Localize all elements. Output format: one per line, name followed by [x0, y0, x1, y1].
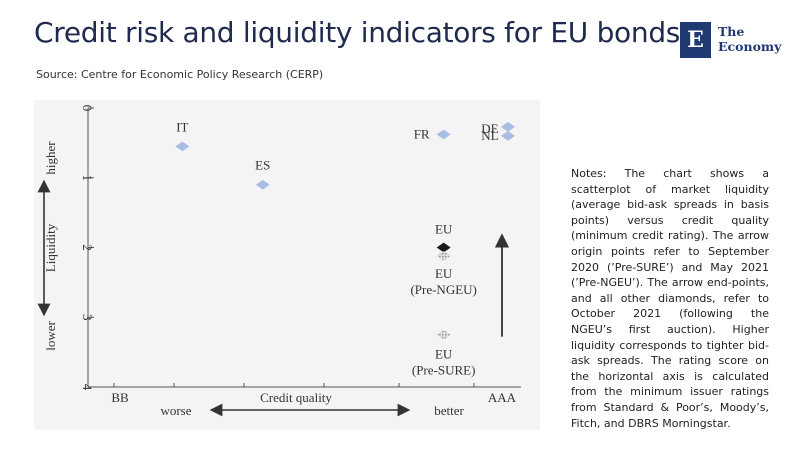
page-title: Credit risk and liquidity indicators for…: [34, 16, 681, 49]
data-point-fr: [436, 129, 451, 140]
point-label: EU: [435, 347, 453, 362]
the-economy-logo[interactable]: E The Economy: [680, 22, 784, 60]
data-point-eu-pre-sure: [436, 329, 451, 340]
logo-mark: E: [680, 22, 711, 58]
data-point-nl: [500, 131, 515, 141]
logo-wordmark: The Economy: [718, 24, 781, 54]
point-label: ES: [255, 158, 270, 173]
point-label: (Pre-SURE): [412, 363, 476, 378]
point-label: EU: [435, 222, 453, 237]
x-end-label-bb: BB: [111, 390, 129, 405]
y-tick-label: 3: [80, 314, 95, 321]
x-axis-label: Credit quality: [260, 390, 332, 405]
source-note: Source: Centre for Economic Policy Resea…: [36, 68, 324, 81]
y-higher-label: higher: [43, 141, 58, 175]
point-label: IT: [176, 119, 188, 134]
x-end-label-aaa: AAA: [488, 390, 517, 405]
data-point-de: [500, 121, 515, 132]
y-axis-label: Liquidity: [43, 223, 58, 272]
y-tick-label: 0: [80, 105, 95, 112]
y-tick-label: 4: [80, 384, 95, 391]
point-label: EU: [435, 266, 453, 281]
chart-notes: Notes: The chart shows a scatterplot of …: [571, 167, 769, 430]
point-label: (Pre-NGEU): [410, 282, 476, 297]
data-point-eu-pre-ngeu: [436, 250, 451, 261]
y-tick-marks: [88, 107, 94, 388]
x-better-label: better: [434, 403, 464, 418]
logo-line-1: The: [718, 24, 745, 39]
chart-panel: 0 1 2 3 4 higher Liquidity lower BB AAA Cred…: [34, 100, 540, 430]
point-label: NL: [481, 128, 498, 143]
point-label: DE: [481, 121, 498, 136]
data-point-eu: [436, 242, 451, 253]
x-worse-label: worse: [160, 403, 191, 418]
scatter-chart: 0 1 2 3 4 higher Liquidity lower BB AAA Cred…: [37, 105, 521, 418]
y-tick-label: 1: [80, 175, 95, 182]
data-point-it: [175, 141, 190, 152]
point-label: FR: [414, 127, 430, 142]
logo-line-2: Economy: [718, 39, 782, 54]
data-point-es: [255, 179, 270, 190]
y-tick-label: 2: [80, 244, 95, 251]
y-lower-label: lower: [43, 321, 58, 351]
x-tick-marks: [113, 383, 475, 387]
